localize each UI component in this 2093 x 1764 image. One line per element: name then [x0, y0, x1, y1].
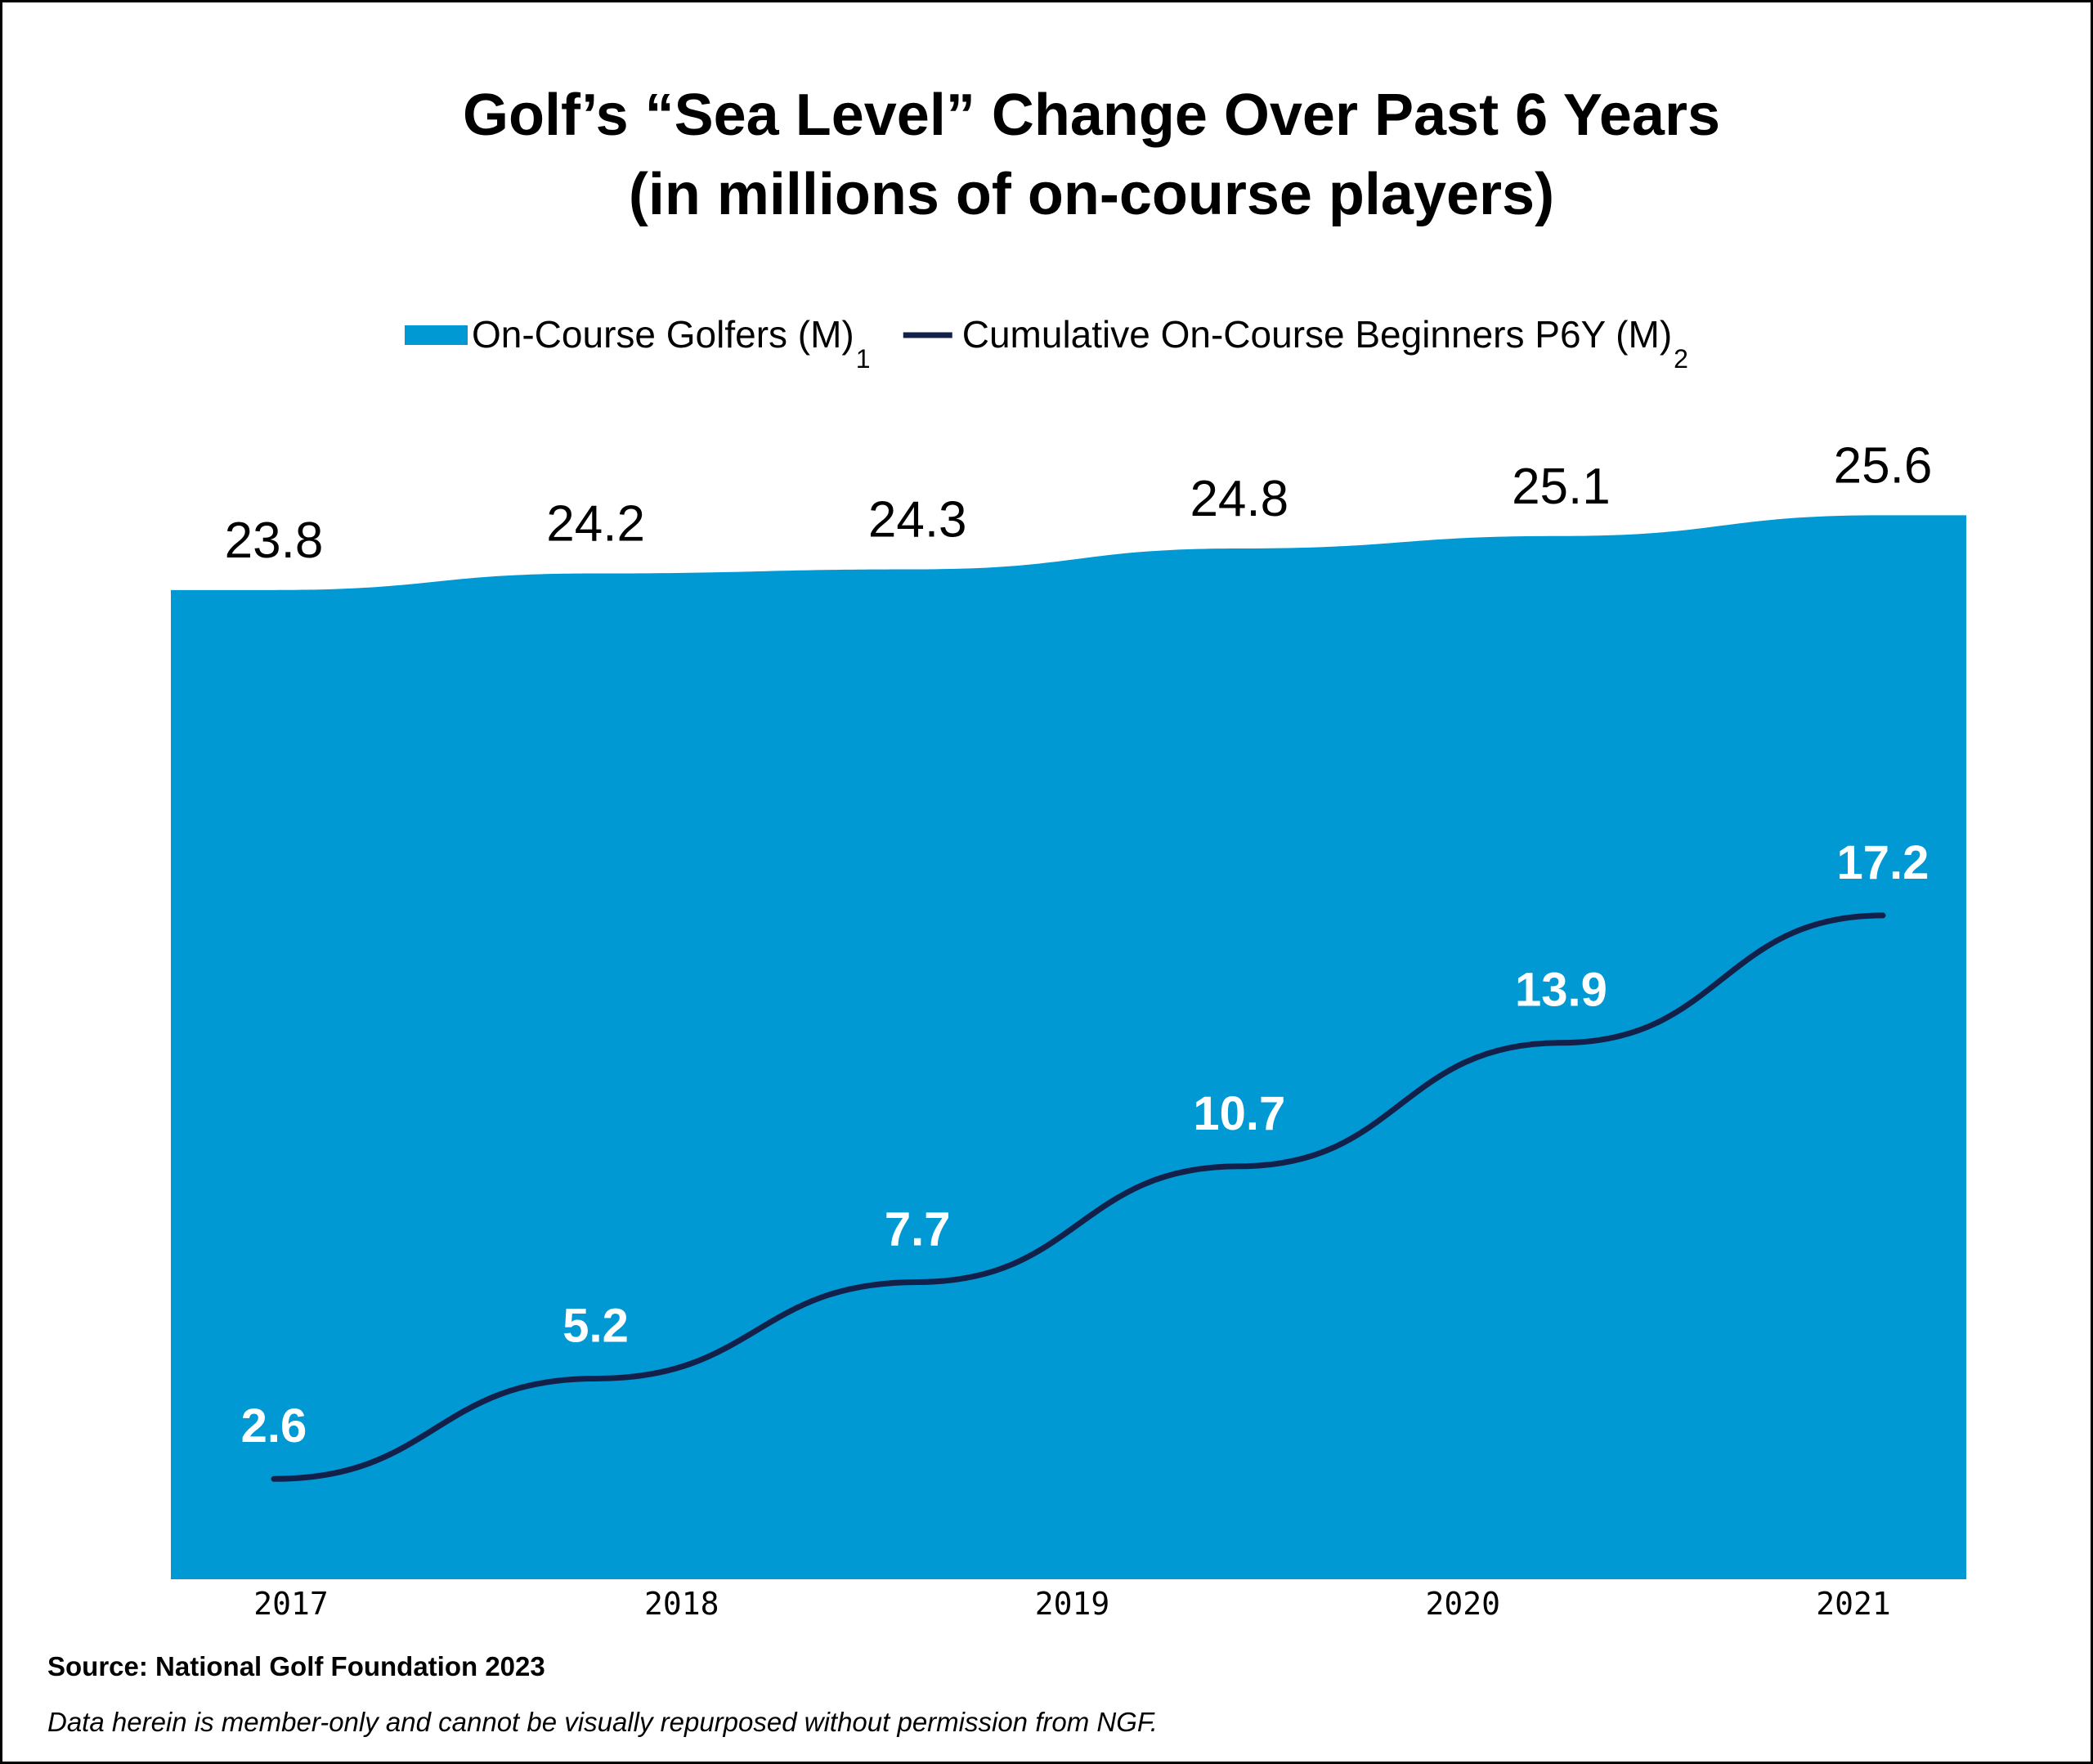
legend-label: Cumulative On-Course Beginners P6Y (M) [962, 313, 1672, 356]
line-value-label: 10.7 [1193, 1087, 1285, 1140]
legend-footnote: 2 [1674, 344, 1688, 374]
area-value-label: 24.8 [1190, 471, 1289, 527]
line [271, 912, 1886, 1482]
disclaimer: Data herein is member-only and cannot be… [47, 1707, 1158, 1737]
area-value-label: 23.8 [225, 513, 324, 569]
area-value-label: 25.1 [1512, 459, 1611, 515]
legend-swatch [405, 325, 468, 345]
legend-footnote: 1 [856, 344, 871, 374]
line-value-label: 17.2 [1837, 836, 1929, 889]
x-tick-label: 2020 [1425, 1586, 1500, 1622]
line-value-label: 7.7 [885, 1202, 951, 1256]
line-value-label: 2.6 [241, 1399, 307, 1453]
x-tick-label: 2017 [253, 1586, 329, 1622]
line-value-label: 13.9 [1515, 964, 1607, 1017]
chart-title: Golf’s “Sea Level” Change Over Past 6 Ye… [463, 83, 1720, 148]
area-value-label: 24.3 [868, 491, 967, 548]
chart-subtitle: (in millions of on-course players) [629, 162, 1554, 227]
source: Source: National Golf Foundation 2023 [47, 1651, 545, 1681]
line-value-label: 5.2 [562, 1299, 629, 1352]
x-tick-label: 2021 [1816, 1586, 1891, 1622]
area-value-label: 25.6 [1834, 437, 1933, 494]
area-value-label: 24.2 [546, 496, 645, 553]
x-tick-label: 2019 [1035, 1586, 1110, 1622]
legend-label: On-Course Golfers (M) [472, 313, 854, 356]
legend: On-Course Golfers (M)1 Cumulative On-Cour… [405, 313, 1688, 374]
area [171, 515, 1966, 1580]
x-tick-label: 2018 [644, 1586, 719, 1622]
